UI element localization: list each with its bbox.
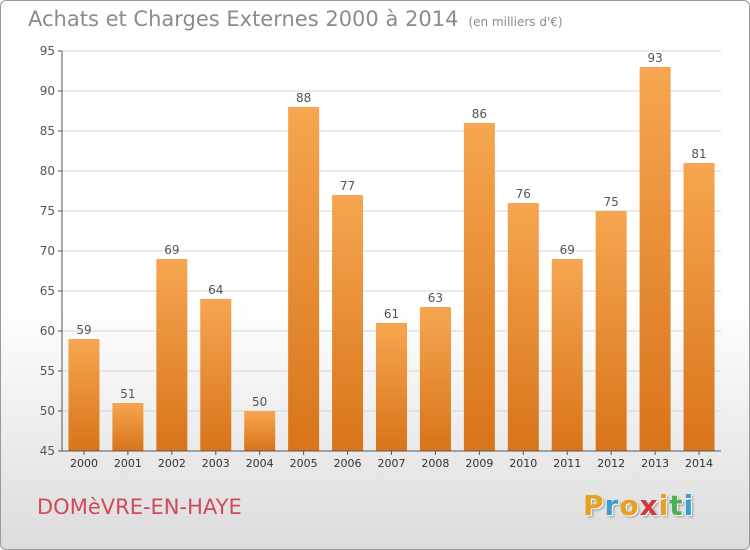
- bar: [419, 307, 451, 451]
- x-tick-label: 2006: [334, 457, 362, 470]
- x-tick-label: 2004: [246, 457, 274, 470]
- y-tick-label: 65: [40, 284, 55, 298]
- chart-title: Achats et Charges Externes 2000 à 2014 (e…: [28, 7, 563, 31]
- bar: [288, 107, 320, 451]
- y-tick-label: 90: [40, 84, 55, 98]
- logo-letter: x: [639, 489, 659, 522]
- logo-letter: i: [683, 489, 695, 522]
- y-tick-label: 75: [40, 204, 55, 218]
- logo-letter: t: [669, 489, 684, 522]
- bar: [112, 403, 144, 451]
- x-tick-label: 2008: [421, 457, 449, 470]
- logo-letter: o: [619, 489, 640, 522]
- bar: [68, 339, 100, 451]
- bar: [332, 195, 364, 451]
- bar: [463, 123, 495, 451]
- bar: [200, 299, 232, 451]
- y-tick-label: 80: [40, 164, 55, 178]
- x-tick-label: 2013: [641, 457, 669, 470]
- bar: [507, 203, 539, 451]
- y-tick-label: 95: [40, 44, 55, 58]
- bar-value-label: 64: [208, 283, 223, 297]
- x-tick-label: 2005: [290, 457, 318, 470]
- bar-value-label: 75: [604, 195, 619, 209]
- chart-unit: (en milliers d'€): [468, 15, 563, 29]
- bars: [68, 67, 715, 451]
- bar: [244, 411, 276, 451]
- bar-value-label: 51: [120, 387, 135, 401]
- bar: [595, 211, 627, 451]
- chart-title-text: Achats et Charges Externes 2000 à 2014: [28, 7, 459, 31]
- bar-value-label: 76: [516, 187, 531, 201]
- bar: [551, 259, 583, 451]
- x-tick-label: 2003: [202, 457, 230, 470]
- bar-value-label: 77: [340, 179, 355, 193]
- proxiti-logo: Proxiti: [583, 489, 694, 522]
- y-tick-label: 60: [40, 324, 55, 338]
- logo-letter: r: [604, 489, 620, 522]
- bar: [376, 323, 407, 451]
- x-tick-label: 2011: [553, 457, 581, 470]
- bar-value-label: 93: [647, 51, 662, 65]
- bar: [683, 163, 715, 451]
- town-name: DOMèVRE-EN-HAYE: [37, 495, 242, 519]
- x-tick-label: 2000: [70, 457, 98, 470]
- x-tick-label: 2010: [509, 457, 537, 470]
- bar-value-label: 88: [296, 91, 311, 105]
- bar-value-label: 63: [428, 291, 443, 305]
- bar-value-label: 59: [76, 323, 91, 337]
- bar-value-label: 81: [691, 147, 706, 161]
- y-tick-label: 50: [40, 404, 55, 418]
- bar-value-label: 50: [252, 395, 267, 409]
- bar: [639, 67, 671, 451]
- x-tick-label: 2007: [378, 457, 406, 470]
- logo-letter: P: [583, 489, 605, 522]
- x-tick-label: 2012: [597, 457, 625, 470]
- labels: 45 50 55 60 65 70 75 80 85 90 95 59 2000 51 2001 69 2002…: [40, 44, 713, 470]
- bar-value-label: 69: [164, 243, 179, 257]
- bar-value-label: 86: [472, 107, 487, 121]
- x-tick-label: 2014: [685, 457, 713, 470]
- x-tick-label: 2001: [114, 457, 142, 470]
- y-tick-label: 70: [40, 244, 55, 258]
- bar-value-label: 61: [384, 307, 399, 321]
- x-tick-label: 2009: [465, 457, 493, 470]
- y-tick-label: 55: [40, 364, 55, 378]
- axes: [58, 50, 721, 455]
- bar: [156, 259, 188, 451]
- y-tick-label: 45: [40, 444, 55, 458]
- x-tick-label: 2002: [158, 457, 186, 470]
- y-tick-label: 85: [40, 124, 55, 138]
- bar-value-label: 69: [560, 243, 575, 257]
- logo-letter: i: [658, 489, 670, 522]
